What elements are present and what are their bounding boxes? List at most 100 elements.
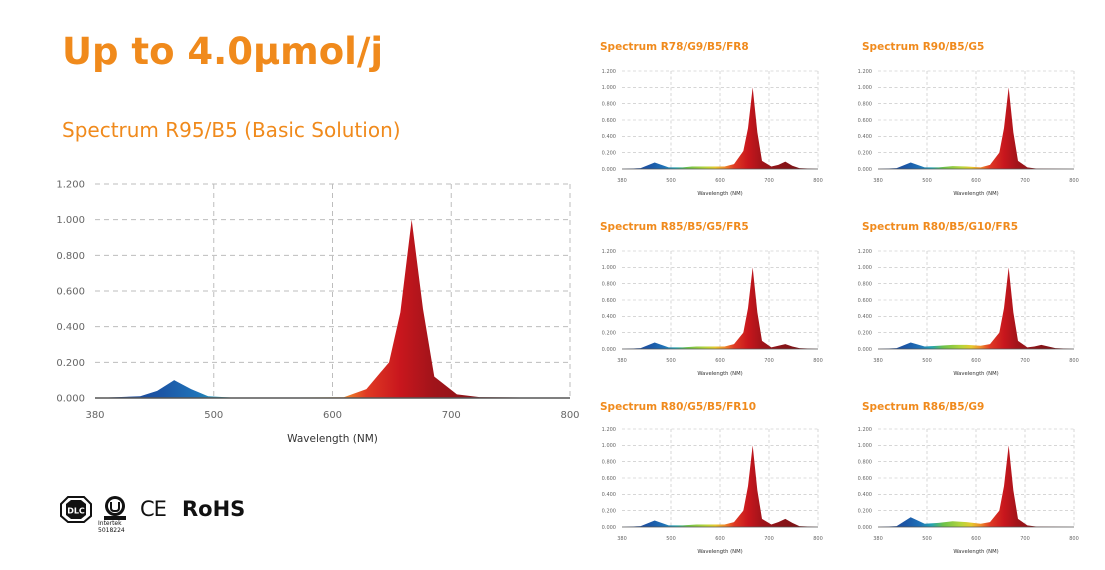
y-tick-label: 1.000: [602, 265, 616, 271]
ul-logo-caption: Intertek 5018224: [98, 520, 125, 534]
x-tick-label: 500: [922, 536, 932, 542]
x-tick-label: 500: [666, 536, 676, 542]
spectrum-chart-r85: 0.000 0.200 0.400 0.600 0.800 1.000 1.200 380 50…: [602, 249, 823, 377]
y-tick-label: 0.400: [602, 134, 616, 140]
y-tick-label: 0.800: [602, 101, 616, 107]
x-tick-label: 500: [666, 358, 676, 364]
x-axis-label: Wavelength (NM): [697, 371, 742, 377]
x-tick-label: 380: [617, 536, 627, 542]
x-tick-label: 500: [666, 178, 676, 184]
y-tick-label: 0.800: [56, 251, 85, 262]
y-tick-label: 0.200: [56, 358, 85, 369]
spectrum-chart-r80-g10: 0.000 0.200 0.400 0.600 0.800 1.000 1.200 380 50…: [858, 249, 1079, 377]
y-tick-label: 1.200: [858, 69, 872, 75]
y-tick-label: 0.600: [602, 118, 616, 124]
grid-lines: [878, 428, 1075, 527]
x-axis-label: Wavelength (NM): [697, 549, 742, 555]
x-tick-label: 800: [560, 410, 579, 421]
y-tick-label: 1.200: [858, 427, 872, 433]
y-tick-label: 0.200: [858, 150, 872, 156]
y-tick-label: 0.600: [602, 298, 616, 304]
x-tick-label: 800: [813, 358, 823, 364]
x-tick-label: 800: [1069, 178, 1079, 184]
y-tick-label: 0.200: [602, 150, 616, 156]
main-chart-title: Spectrum R95/B5 (Basic Solution): [62, 118, 401, 142]
x-tick-label: 600: [715, 536, 725, 542]
rohs-mark: RoHS: [182, 497, 246, 521]
y-tick-label: 0.200: [602, 330, 616, 336]
x-tick-label: 700: [442, 410, 461, 421]
x-tick-label: 600: [971, 358, 981, 364]
x-tick-label: 700: [1020, 536, 1030, 542]
y-tick-label: 1.200: [602, 427, 616, 433]
y-tick-label: 0.800: [602, 459, 616, 465]
y-tick-label: 0.000: [602, 167, 616, 173]
x-tick-label: 700: [764, 358, 774, 364]
main-spectrum-chart: 0.000 0.200 0.400 0.600 0.800 1.000 1.200 380 50…: [56, 180, 579, 446]
x-tick-label: 800: [1069, 358, 1079, 364]
x-tick-label: 380: [873, 536, 883, 542]
y-tick-label: 0.000: [858, 167, 872, 173]
spectrum-area: [95, 219, 570, 398]
x-axis-label: Wavelength (NM): [287, 433, 378, 445]
y-tick-label: 0.200: [858, 330, 872, 336]
x-tick-label: 600: [715, 358, 725, 364]
y-tick-label: 0.000: [56, 394, 85, 405]
x-tick-label: 800: [813, 178, 823, 184]
y-tick-label: 0.800: [602, 281, 616, 287]
y-tick-label: 0.800: [858, 459, 872, 465]
y-tick-label: 1.200: [858, 249, 872, 255]
chart-title-r86: Spectrum R86/B5/G9: [862, 401, 985, 413]
y-tick-label: 0.000: [602, 347, 616, 353]
spectrum-chart-r80-fr10: 0.000 0.200 0.400 0.600 0.800 1.000 1.200 380 50…: [602, 427, 823, 555]
x-axis-label: Wavelength (NM): [953, 191, 998, 197]
y-tick-label: 1.000: [858, 443, 872, 449]
spectrum-chart-r86: 0.000 0.200 0.400 0.600 0.800 1.000 1.200 380 50…: [858, 427, 1079, 555]
x-tick-label: 700: [1020, 358, 1030, 364]
y-tick-label: 0.600: [858, 118, 872, 124]
x-tick-label: 380: [85, 410, 104, 421]
y-tick-label: 1.000: [56, 215, 85, 226]
dlc-logo-icon: DLC: [60, 496, 92, 523]
x-tick-label: 800: [1069, 536, 1079, 542]
y-tick-label: 1.000: [858, 85, 872, 91]
x-tick-label: 600: [323, 410, 342, 421]
y-tick-label: 0.600: [858, 298, 872, 304]
x-tick-label: 500: [922, 178, 932, 184]
y-tick-label: 1.000: [602, 85, 616, 91]
y-tick-label: 0.600: [858, 476, 872, 482]
y-tick-label: 0.400: [56, 322, 85, 333]
x-axis-label: Wavelength (NM): [953, 371, 998, 377]
spectrum-chart-r90: 0.000 0.200 0.400 0.600 0.800 1.000 1.200 380 50…: [858, 69, 1079, 197]
x-axis-label: Wavelength (NM): [953, 549, 998, 555]
x-tick-label: 380: [617, 178, 627, 184]
y-tick-label: 0.600: [602, 476, 616, 482]
ul-certificate-number: 5018224: [98, 527, 125, 534]
grid-lines: [95, 183, 571, 398]
y-tick-label: 1.000: [602, 443, 616, 449]
grid-lines: [622, 428, 819, 527]
y-tick-label: 0.800: [858, 101, 872, 107]
x-tick-label: 700: [764, 536, 774, 542]
y-tick-label: 0.400: [602, 492, 616, 498]
certification-logos: DLC Intertek 5018224 CE RoHS: [58, 494, 358, 542]
y-tick-label: 0.400: [858, 314, 872, 320]
x-axis-label: Wavelength (NM): [697, 191, 742, 197]
y-tick-label: 0.400: [602, 314, 616, 320]
y-tick-label: 0.000: [602, 525, 616, 531]
x-tick-label: 600: [715, 178, 725, 184]
x-tick-label: 500: [204, 410, 223, 421]
y-tick-label: 0.400: [858, 492, 872, 498]
headline: Up to 4.0µmol/j: [62, 30, 384, 73]
dlc-logo-text: DLC: [67, 507, 85, 516]
chart-title-r78: Spectrum R78/G9/B5/FR8: [600, 41, 749, 53]
chart-title-r80-g10: Spectrum R80/B5/G10/FR5: [862, 221, 1018, 233]
x-tick-label: 380: [617, 358, 627, 364]
chart-title-r85: Spectrum R85/B5/G5/FR5: [600, 221, 749, 233]
ul-intertek-label: Intertek: [98, 520, 122, 527]
y-tick-label: 0.400: [858, 134, 872, 140]
x-tick-label: 600: [971, 178, 981, 184]
y-tick-label: 0.200: [602, 508, 616, 514]
x-tick-label: 800: [813, 536, 823, 542]
spectrum-chart-r78: 0.000 0.200 0.400 0.600 0.800 1.000 1.200 380 50…: [602, 69, 823, 197]
